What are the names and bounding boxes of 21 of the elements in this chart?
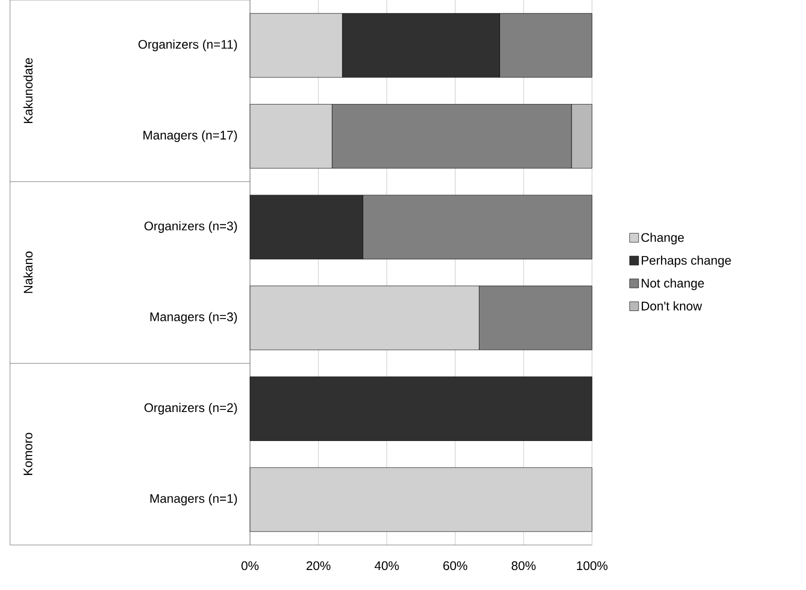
legend-label: Don't know — [642, 301, 702, 310]
bar — [250, 467, 592, 532]
y-tick-label: Managers (n=17) — [144, 130, 237, 142]
legend-label: Perhaps change — [642, 256, 731, 268]
y-tick-label: Organizers (n=11) — [138, 40, 237, 52]
x-tick-label: 40% — [374, 561, 399, 570]
y-tick-label: Organizers (n=3) — [144, 221, 237, 233]
x-tick-label: 0% — [241, 561, 259, 570]
x-tick-label: 60% — [443, 561, 468, 570]
text: Nakano — [23, 252, 33, 293]
x-tick-label: 80% — [512, 561, 536, 570]
bar — [250, 376, 592, 441]
legend-label: Not change — [642, 278, 704, 290]
legend-label: Change — [641, 232, 684, 244]
x-tick-label: 20% — [306, 561, 330, 570]
y-tick-label: Managers (n=3) — [150, 312, 237, 324]
y-tick-label: Managers (n=1) — [150, 494, 237, 506]
text: Kakunodate — [23, 58, 33, 124]
y-tick-label: Organizers (n=2) — [144, 402, 237, 415]
text: Komoro — [24, 432, 32, 475]
x-tick-label: 100% — [577, 561, 608, 570]
